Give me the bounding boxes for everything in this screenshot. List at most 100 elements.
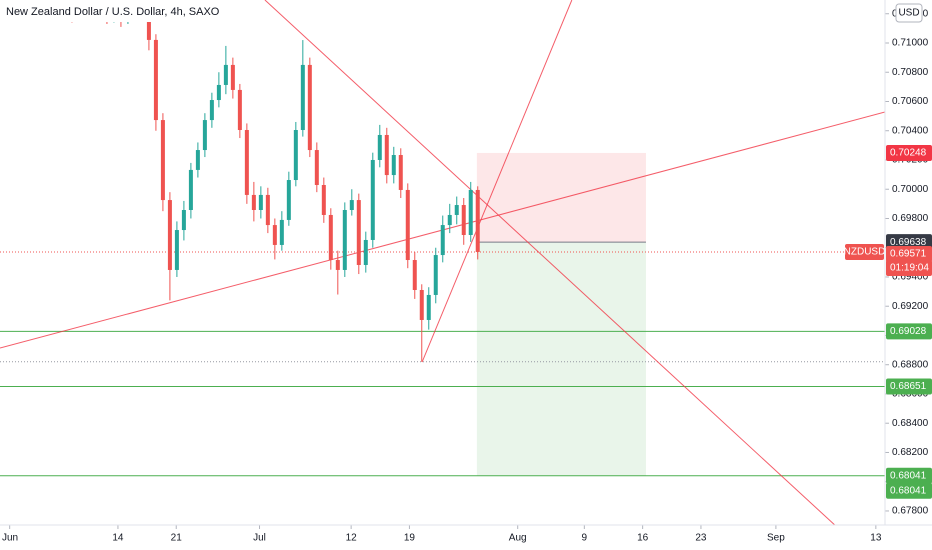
- candle-body: [454, 205, 459, 215]
- candle-body: [468, 189, 473, 236]
- currency[interactable]: USD: [898, 8, 919, 19]
- x-tick-label: 14: [112, 533, 124, 544]
- candle-body: [167, 200, 172, 270]
- candle-body: [377, 134, 382, 160]
- candle-body: [307, 64, 312, 151]
- candle-body: [391, 155, 396, 176]
- candle-body: [146, 11, 151, 40]
- x-tick-label: 19: [404, 533, 416, 544]
- y-tick-label: 0.69200: [892, 301, 929, 312]
- countdown-label: 01:19:04: [890, 263, 929, 274]
- y-tick-label: 0.71000: [892, 38, 929, 49]
- level-label: 0.69028: [890, 326, 927, 337]
- y-tick-label: 0.68800: [892, 359, 929, 370]
- candle-body: [244, 130, 249, 195]
- y-tick-label: 0.68400: [892, 418, 929, 429]
- candle-body: [153, 39, 158, 121]
- y-tick-label: 0.70000: [892, 184, 929, 195]
- candle-body: [279, 219, 284, 245]
- axes: 0.678000.680000.682000.684000.686000.688…: [2, 8, 932, 544]
- candle-body: [447, 214, 452, 226]
- candle-body: [265, 194, 270, 226]
- level-label: 0.68041: [890, 470, 927, 481]
- candle-body: [300, 64, 305, 131]
- countdown-label-bg: [886, 259, 932, 276]
- candle-body: [342, 210, 347, 270]
- entry-label: 0.69638: [890, 237, 927, 248]
- target-label-bg: [886, 482, 932, 499]
- x-tick-label: 9: [582, 533, 588, 544]
- y-tick-label: 0.68200: [892, 447, 929, 458]
- candle-body: [202, 120, 207, 151]
- y-tick-label: 0.69800: [892, 213, 929, 224]
- candle-body: [272, 225, 277, 245]
- candle-body: [412, 260, 417, 290]
- position-reward: [476, 242, 646, 476]
- candle-body: [195, 150, 200, 170]
- title-bg: [0, 0, 250, 22]
- stop-label-bg: [886, 144, 932, 161]
- candle-body: [370, 159, 375, 240]
- candle-body: [237, 89, 242, 131]
- candle-body: [475, 189, 480, 252]
- candle-body: [230, 64, 235, 90]
- candle-body: [405, 189, 410, 261]
- candle-body: [188, 169, 193, 210]
- candle-body: [356, 200, 361, 265]
- candle-body: [461, 205, 466, 236]
- candle-body: [433, 255, 438, 295]
- last-price-label-bg: [886, 245, 932, 262]
- level-label-bg: [886, 323, 932, 340]
- symbol-label: NZDUSD: [844, 247, 886, 258]
- y-tick-label: 0.70600: [892, 96, 929, 107]
- candle-body: [321, 184, 326, 215]
- candle-body: [328, 214, 333, 261]
- candle-body: [314, 150, 319, 185]
- stop-label: 0.70248: [890, 148, 927, 159]
- level-label-bg: [886, 378, 932, 395]
- candle-body: [349, 200, 354, 210]
- position-risk: [476, 152, 646, 243]
- x-tick-label: 12: [346, 533, 358, 544]
- currency-box[interactable]: [895, 3, 923, 23]
- candle-body: [398, 155, 403, 190]
- level-label: 0.68651: [890, 381, 927, 392]
- level-label-bg: [886, 467, 932, 484]
- candle-body: [216, 84, 221, 101]
- candle-body: [335, 260, 340, 270]
- symbol-bg: [845, 243, 884, 260]
- last-price-label: 0.69571: [890, 249, 927, 260]
- candle-body: [181, 210, 186, 231]
- candle-body: [419, 289, 424, 320]
- candle-body: [160, 120, 165, 201]
- y-tick-label: 0.70400: [892, 125, 929, 136]
- y-tick-label: 0.70800: [892, 67, 929, 78]
- candle-body: [209, 100, 214, 121]
- candle-body: [363, 239, 368, 265]
- candle-body: [384, 134, 389, 176]
- x-tick-label: 13: [870, 533, 882, 544]
- trend-line: [421, 0, 573, 363]
- x-tick-label: 16: [637, 533, 649, 544]
- y-tick-label: 0.69400: [892, 272, 929, 283]
- candle-body: [426, 294, 431, 320]
- candle-body: [258, 194, 263, 210]
- candle-body: [440, 225, 445, 256]
- x-tick-label: Aug: [509, 533, 527, 544]
- x-tick-label: Jul: [253, 533, 266, 544]
- x-tick-label: Sep: [767, 533, 785, 544]
- candle-body: [223, 64, 228, 85]
- x-tick-label: Jun: [2, 533, 18, 544]
- chart-title: New Zealand Dollar / U.S. Dollar, 4h, SA…: [6, 6, 220, 18]
- y-tick-label: 0.67800: [892, 506, 929, 517]
- candle-body: [251, 194, 256, 210]
- target-label: 0.68041: [890, 485, 927, 496]
- x-tick-label: 21: [171, 533, 183, 544]
- candle-body: [293, 130, 298, 181]
- trend-line: [264, 0, 836, 525]
- candle-body: [174, 230, 179, 270]
- x-tick-label: 23: [695, 533, 707, 544]
- candle-body: [286, 180, 291, 220]
